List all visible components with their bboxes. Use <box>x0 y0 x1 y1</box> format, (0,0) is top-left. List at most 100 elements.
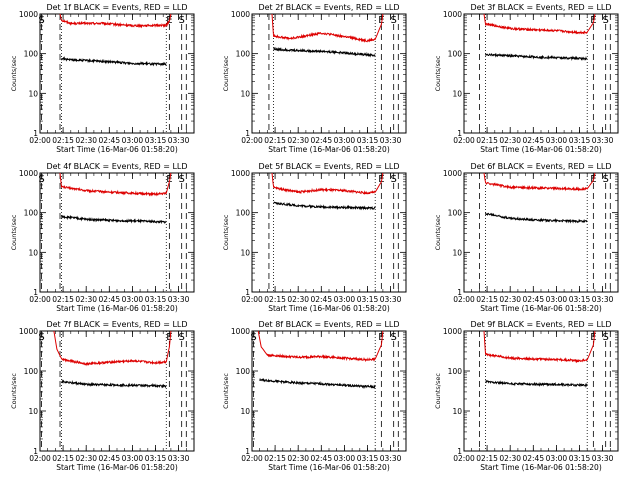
x-tick-label: 02:30 <box>287 295 309 304</box>
x-tick-label: 02:00 <box>241 136 263 145</box>
x-axis-label: Start Time (16-Mar-06 01:58:20) <box>56 145 178 154</box>
event-marker-label: S <box>38 174 44 185</box>
x-tick-label: 03:15 <box>357 295 379 304</box>
plot-frame <box>251 330 407 452</box>
y-tick-label: 100 <box>24 367 39 376</box>
series-line-black <box>273 46 376 58</box>
y-tick-label: 1 <box>457 288 462 297</box>
y-axis-label: Counts/sec <box>10 55 18 91</box>
y-tick-label: 1000 <box>443 327 462 336</box>
y-tick-label: 100 <box>448 50 463 59</box>
y-tick-label: 1 <box>457 129 462 138</box>
event-marker-label: E <box>378 332 384 343</box>
panel-title: Det 7f BLACK = Events, RED = LLD <box>46 320 187 329</box>
x-tick-label: 03:15 <box>145 295 167 304</box>
x-tick-label: 02:00 <box>453 295 475 304</box>
y-tick-label: 1 <box>245 447 250 456</box>
x-tick-label: 03:15 <box>145 136 167 145</box>
panel-title: Det 2f BLACK = Events, RED = LLD <box>258 3 399 12</box>
series-line-red <box>53 330 172 367</box>
x-tick-label: 03:15 <box>357 454 379 463</box>
x-tick-label: 02:00 <box>29 454 51 463</box>
x-tick-label: 02:15 <box>52 136 74 145</box>
event-marker-label: S <box>603 15 609 26</box>
plot-frame <box>39 13 195 134</box>
y-tick-label: 1 <box>245 129 250 138</box>
series-line-red <box>483 172 596 192</box>
panel-title: Det 5f BLACK = Events, RED = LLD <box>258 162 399 171</box>
y-tick-label: 10 <box>28 248 38 257</box>
x-tick-label: 02:00 <box>29 136 51 145</box>
y-tick-label: 10 <box>452 89 462 98</box>
series-line-black <box>259 377 376 390</box>
x-tick-label: 03:00 <box>334 454 356 463</box>
x-tick-label: 02:15 <box>476 295 498 304</box>
series-line-red <box>483 330 596 364</box>
panel-title: Det 1f BLACK = Events, RED = LLD <box>46 3 187 12</box>
panel-5: Det 5f BLACK = Events, RED = LLD 1 10 100 10… <box>222 162 407 313</box>
x-axis-label: Start Time (16-Mar-06 01:58:20) <box>268 463 390 472</box>
x-tick-label: 02:30 <box>287 136 309 145</box>
event-marker-label: S <box>179 174 185 185</box>
x-tick-label: 03:30 <box>592 136 614 145</box>
series-line-black <box>61 379 167 389</box>
y-tick-label: 100 <box>448 367 463 376</box>
x-tick-label: 02:45 <box>522 454 544 463</box>
panel-7: Det 7f BLACK = Events, RED = LLD 1 10 100 10… <box>10 320 195 472</box>
x-tick-label: 03:00 <box>122 295 144 304</box>
y-tick-label: 100 <box>236 209 251 218</box>
x-tick-label: 02:15 <box>52 295 74 304</box>
x-tick-label: 02:00 <box>453 454 475 463</box>
x-tick-label: 03:30 <box>380 136 402 145</box>
x-tick-label: 03:00 <box>546 136 568 145</box>
x-axis-label: Start Time (16-Mar-06 01:58:20) <box>56 304 178 313</box>
series-line-black <box>485 379 588 388</box>
y-tick-label: 1000 <box>443 169 462 178</box>
x-tick-label: 03:00 <box>122 454 144 463</box>
y-tick-label: 1 <box>245 288 250 297</box>
x-tick-label: 02:30 <box>499 295 521 304</box>
plot-frame <box>251 172 407 293</box>
x-tick-label: 03:30 <box>168 136 190 145</box>
y-axis-label: Counts/sec <box>434 373 442 409</box>
panel-title: Det 9f BLACK = Events, RED = LLD <box>470 320 611 329</box>
x-tick-label: 03:30 <box>380 295 402 304</box>
x-axis-label: Start Time (16-Mar-06 01:58:20) <box>480 304 602 313</box>
plot-frame <box>39 172 195 293</box>
x-tick-label: 02:45 <box>310 454 332 463</box>
x-tick-label: 03:30 <box>592 295 614 304</box>
x-tick-label: 02:45 <box>310 295 332 304</box>
event-marker-label: S <box>179 15 185 26</box>
x-tick-label: 02:00 <box>241 454 263 463</box>
panel-6: Det 6f BLACK = Events, RED = LLD 1 10 100 10… <box>434 162 619 313</box>
y-tick-label: 1000 <box>19 10 38 19</box>
series-line-red <box>271 13 384 43</box>
x-axis-label: Start Time (16-Mar-06 01:58:20) <box>480 463 602 472</box>
series-line-red <box>59 172 172 197</box>
x-axis-label: Start Time (16-Mar-06 01:58:20) <box>480 145 602 154</box>
x-tick-label: 03:15 <box>145 454 167 463</box>
series-line-black <box>273 201 376 211</box>
x-tick-label: 02:30 <box>75 136 97 145</box>
x-tick-label: 02:30 <box>75 454 97 463</box>
y-tick-label: 1 <box>33 129 38 138</box>
event-marker-label: E <box>378 15 384 26</box>
x-tick-label: 02:45 <box>98 295 120 304</box>
x-tick-label: 03:30 <box>168 295 190 304</box>
y-tick-label: 1000 <box>231 327 250 336</box>
y-axis-label: Counts/sec <box>10 373 18 409</box>
y-tick-label: 10 <box>240 407 250 416</box>
y-tick-label: 100 <box>236 50 251 59</box>
x-tick-label: 02:30 <box>499 454 521 463</box>
y-tick-label: 100 <box>448 209 463 218</box>
event-marker-label: S <box>391 332 397 343</box>
event-marker-label: E <box>590 332 596 343</box>
x-tick-label: 02:30 <box>287 454 309 463</box>
y-axis-label: Counts/sec <box>434 55 442 91</box>
event-marker-label: S <box>391 174 397 185</box>
y-tick-label: 1000 <box>19 169 38 178</box>
event-marker-label: S <box>603 332 609 343</box>
plot-frame <box>39 330 195 452</box>
series-line-black <box>485 52 588 61</box>
series-line-black <box>485 212 588 224</box>
